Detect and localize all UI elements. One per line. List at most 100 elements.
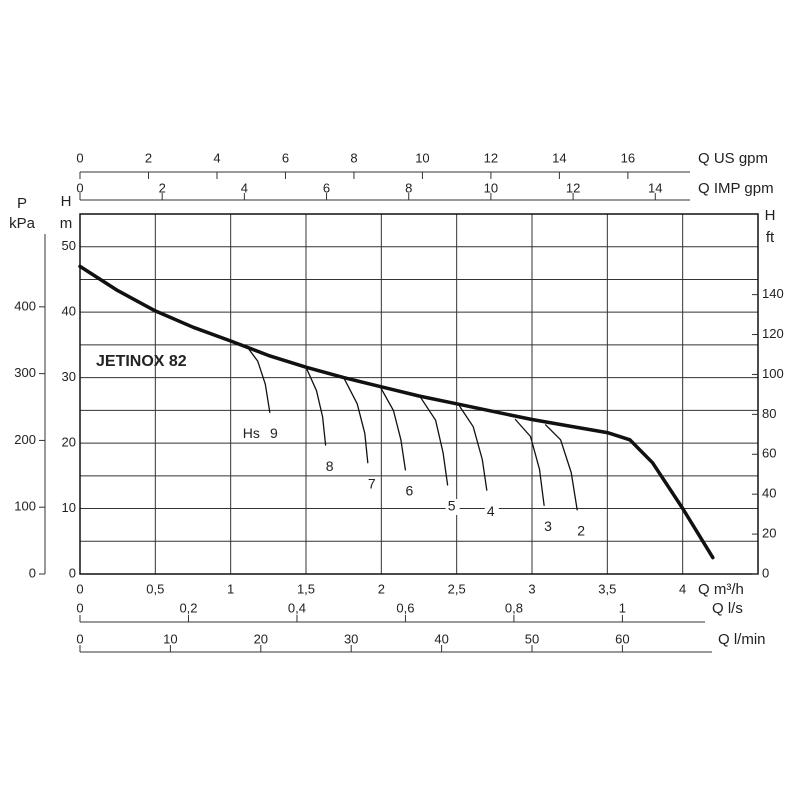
aux-tick-label: 10 <box>415 150 429 165</box>
aux-tick-label: 0 <box>76 631 83 646</box>
y2-tick-label: 40 <box>762 486 776 501</box>
label-bg <box>445 498 460 515</box>
aux-tick-label: 20 <box>254 631 268 646</box>
curve <box>514 418 545 506</box>
y-tick-label: 50 <box>62 238 76 253</box>
aux-axis-title: Q US gpm <box>698 150 768 167</box>
curve-label: 6 <box>406 483 414 499</box>
y2-tick-label: 60 <box>762 446 776 461</box>
aux-tick-label: 0 <box>76 150 83 165</box>
y-axis-unit: m <box>60 215 73 232</box>
aux-tick-label: 8 <box>350 150 357 165</box>
curve-label: 4 <box>487 503 495 519</box>
hs-label: Hs <box>243 425 260 441</box>
curve <box>78 264 715 560</box>
aux-tick-label: 14 <box>648 180 662 195</box>
curve-label: 3 <box>544 518 552 534</box>
x-tick-label: 0,5 <box>146 581 164 596</box>
y2-tick-label: 140 <box>762 286 784 301</box>
aux-tick-label: 12 <box>484 150 498 165</box>
y2-tick-label: 0 <box>762 565 769 580</box>
curve <box>544 424 578 511</box>
x-tick-label: 4 <box>679 581 686 596</box>
y2-tick-label: 100 <box>762 366 784 381</box>
aux-axis-title: Q l/min <box>718 631 766 648</box>
aux-tick-label: 8 <box>405 180 412 195</box>
label-bg <box>267 426 282 443</box>
aux-axis-title: Q IMP gpm <box>698 180 774 197</box>
curve-label: 9 <box>270 425 278 441</box>
curve-label: 7 <box>368 475 376 491</box>
y-tick-label: 20 <box>62 435 76 450</box>
aux-tick-label: 2 <box>145 150 152 165</box>
aux-tick-label: 6 <box>282 150 289 165</box>
p-axis-title: P <box>17 195 27 212</box>
x-tick-label: 3 <box>528 581 535 596</box>
p-tick-label: 400 <box>14 298 36 313</box>
y2-axis-title: H <box>765 207 776 224</box>
aux-tick-label: 6 <box>323 180 330 195</box>
aux-tick-label: 10 <box>163 631 177 646</box>
y-tick-label: 30 <box>62 369 76 384</box>
label-bg <box>403 483 418 500</box>
x-tick-label: 2 <box>378 581 385 596</box>
aux-tick-label: 0,2 <box>179 600 197 615</box>
aux-tick-label: 12 <box>566 180 580 195</box>
x-tick-label: 3,5 <box>598 581 616 596</box>
plot-border <box>79 213 759 575</box>
p-tick-label: 0 <box>29 565 36 580</box>
curve <box>305 366 327 446</box>
curve <box>379 385 407 471</box>
aux-tick-label: 4 <box>241 180 248 195</box>
aux-tick-label: 60 <box>615 631 629 646</box>
y-tick-label: 10 <box>62 500 76 515</box>
aux-tick-label: 16 <box>621 150 635 165</box>
y-tick-label: 0 <box>69 565 76 580</box>
aux-tick-label: 50 <box>525 631 539 646</box>
curve-label: 8 <box>326 458 334 474</box>
y2-tick-label: 120 <box>762 326 784 341</box>
aux-tick-label: 10 <box>484 180 498 195</box>
p-axis-unit: kPa <box>9 215 36 232</box>
aux-tick-label: 0,8 <box>505 600 523 615</box>
y2-tick-label: 20 <box>762 526 776 541</box>
aux-tick-label: 0,4 <box>288 600 306 615</box>
aux-tick-label: 40 <box>434 631 448 646</box>
curve-label: 2 <box>577 523 585 539</box>
x-tick-label: 1,5 <box>297 581 315 596</box>
aux-axis-title: Q l/s <box>712 600 743 617</box>
p-tick-label: 300 <box>14 365 36 380</box>
curve <box>419 396 449 486</box>
aux-tick-label: 14 <box>552 150 566 165</box>
aux-tick-label: 0 <box>76 600 83 615</box>
curve <box>343 376 369 464</box>
label-bg <box>575 523 590 540</box>
label-bg <box>365 476 380 493</box>
aux-tick-label: 30 <box>344 631 358 646</box>
y-axis-title: H <box>61 193 72 210</box>
curve <box>245 344 271 413</box>
y-tick-label: 40 <box>62 304 76 319</box>
label-bg <box>323 459 338 476</box>
label-bg <box>484 504 499 521</box>
chart-title: JETINOX 82 <box>96 353 187 370</box>
aux-tick-label: 4 <box>213 150 220 165</box>
x-tick-label: 1 <box>227 581 234 596</box>
x-axis-title: Q m³/h <box>698 581 744 598</box>
p-tick-label: 100 <box>14 499 36 514</box>
curve <box>459 405 488 491</box>
p-tick-label: 200 <box>14 432 36 447</box>
aux-tick-label: 2 <box>159 180 166 195</box>
curve-label: 5 <box>448 498 456 514</box>
y2-tick-label: 80 <box>762 406 776 421</box>
y2-axis-unit: ft <box>766 229 775 246</box>
label-bg <box>542 519 557 536</box>
x-tick-label: 2,5 <box>448 581 466 596</box>
x-tick-label: 0 <box>76 581 83 596</box>
aux-tick-label: 0 <box>76 180 83 195</box>
aux-tick-label: 1 <box>619 600 626 615</box>
aux-tick-label: 0,6 <box>396 600 414 615</box>
